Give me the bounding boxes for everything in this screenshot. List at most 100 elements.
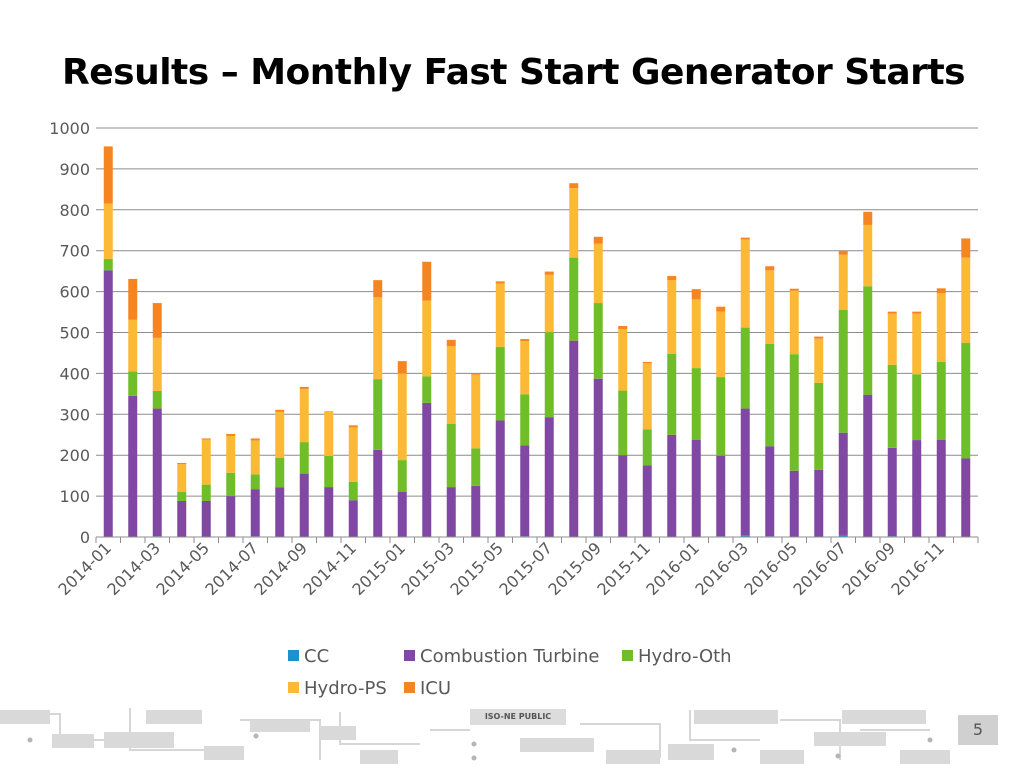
bar-stack — [103, 146, 113, 537]
legend-label: Hydro-Oth — [638, 646, 732, 667]
x-tick-label: 2015-05 — [446, 538, 507, 599]
bar-hydro-ps — [128, 319, 138, 372]
bar-combustion-turbine — [201, 501, 211, 537]
x-tick-label: 2014-07 — [201, 538, 262, 599]
bar-hydro-oth — [275, 457, 285, 488]
bar-stack — [152, 303, 162, 537]
bar-hydro-ps — [838, 254, 848, 311]
bar-icu — [716, 306, 726, 312]
legend-swatch — [404, 650, 415, 661]
bar-icu — [618, 325, 628, 330]
x-tick-label: 2016-01 — [642, 538, 703, 599]
bar-hydro-oth — [250, 474, 260, 490]
bar-stack — [642, 361, 652, 537]
y-tick-label: 300 — [59, 405, 90, 424]
bar-hydro-oth — [446, 423, 456, 488]
bar-hydro-ps — [618, 329, 628, 391]
bar-stack — [863, 211, 873, 537]
bar-stack — [936, 288, 946, 537]
bar-icu — [520, 339, 530, 342]
bar-hydro-oth — [299, 442, 309, 474]
bar-stack — [226, 433, 236, 537]
bar-icu — [691, 289, 701, 300]
y-tick-label: 0 — [80, 528, 90, 547]
bar-icu — [961, 238, 971, 258]
slide-title: Results – Monthly Fast Start Generator S… — [62, 52, 966, 93]
x-tick-label: 2015-03 — [397, 538, 458, 599]
bar-stack — [667, 276, 677, 537]
bar-stack — [275, 409, 285, 537]
legend-item-combustion-turbine: Combustion Turbine — [404, 646, 600, 667]
bar-stack — [373, 280, 383, 537]
bar-icu — [936, 288, 946, 294]
bar-icu — [201, 438, 211, 440]
x-tick-label: 2015-11 — [593, 538, 654, 599]
bar-hydro-oth — [618, 390, 628, 456]
bar-hydro-oth — [471, 448, 481, 486]
bar-hydro-ps — [495, 283, 505, 347]
bar-hydro-oth — [373, 379, 383, 450]
bar-stack — [887, 311, 897, 537]
bar-stack — [569, 183, 579, 537]
bar-icu — [226, 433, 236, 436]
bar-icu — [642, 361, 652, 364]
bar-hydro-ps — [471, 374, 481, 449]
bar-hydro-ps — [912, 313, 922, 375]
bar-hydro-ps — [177, 464, 187, 493]
bar-stack — [177, 462, 187, 537]
bar-hydro-ps — [740, 239, 750, 328]
page-number: 5 — [958, 715, 998, 745]
bar-hydro-ps — [520, 341, 530, 395]
bar-combustion-turbine — [887, 447, 897, 537]
bar-hydro-oth — [838, 310, 848, 433]
bar-hydro-oth — [863, 286, 873, 395]
bar-icu — [471, 373, 481, 375]
bar-cc — [838, 534, 848, 537]
stacked-bar-chart: 0 100 200 300 400 500 600 700 800 900 1000 2014-01… — [49, 119, 979, 699]
bar-icu — [814, 336, 824, 339]
legend-swatch — [622, 650, 633, 661]
bar-stack — [324, 411, 334, 537]
bar-hydro-ps — [593, 243, 603, 304]
x-tick-label: 2015-01 — [348, 538, 409, 599]
bar-combustion-turbine — [912, 440, 922, 537]
bar-combustion-turbine — [128, 395, 138, 537]
bar-combustion-turbine — [152, 408, 162, 537]
bar-combustion-turbine — [495, 420, 505, 537]
bar-stack — [422, 261, 432, 537]
legend: CC Combustion Turbine Hydro-Oth Hydro-PS ICU — [288, 646, 732, 699]
y-tick-label: 600 — [59, 283, 90, 302]
legend-label: ICU — [420, 678, 451, 699]
bar-hydro-oth — [642, 429, 652, 466]
legend-item-cc: CC — [288, 646, 329, 667]
bar-hydro-ps — [667, 280, 677, 354]
bar-hydro-oth — [569, 257, 579, 341]
bar-combustion-turbine — [618, 455, 628, 537]
bar-stack — [814, 336, 824, 537]
bar-icu — [128, 278, 138, 320]
bar-hydro-oth — [495, 346, 505, 421]
bar-combustion-turbine — [716, 455, 726, 537]
bar-hydro-oth — [961, 342, 971, 459]
bar-stack — [740, 237, 750, 537]
bar-hydro-ps — [373, 297, 383, 380]
legend-item-hydro-oth: Hydro-Oth — [622, 646, 732, 667]
bar-combustion-turbine — [961, 458, 971, 537]
bar-hydro-ps — [152, 337, 162, 391]
bar-hydro-ps — [863, 224, 873, 287]
bar-hydro-oth — [201, 484, 211, 502]
bar-icu — [912, 311, 922, 314]
y-tick-label: 100 — [59, 487, 90, 506]
bar-icu — [838, 250, 848, 255]
bar-icu — [422, 261, 432, 301]
legend-swatch — [404, 682, 415, 693]
y-tick-label: 1000 — [49, 119, 90, 138]
bar-hydro-ps — [422, 300, 432, 377]
bar-combustion-turbine — [324, 487, 334, 537]
bar-stack — [250, 438, 260, 537]
bar-combustion-turbine — [520, 445, 530, 537]
bar-hydro-oth — [103, 258, 113, 271]
bar-hydro-oth — [765, 343, 775, 447]
bar-hydro-oth — [716, 377, 726, 456]
bar-hydro-ps — [691, 299, 701, 369]
